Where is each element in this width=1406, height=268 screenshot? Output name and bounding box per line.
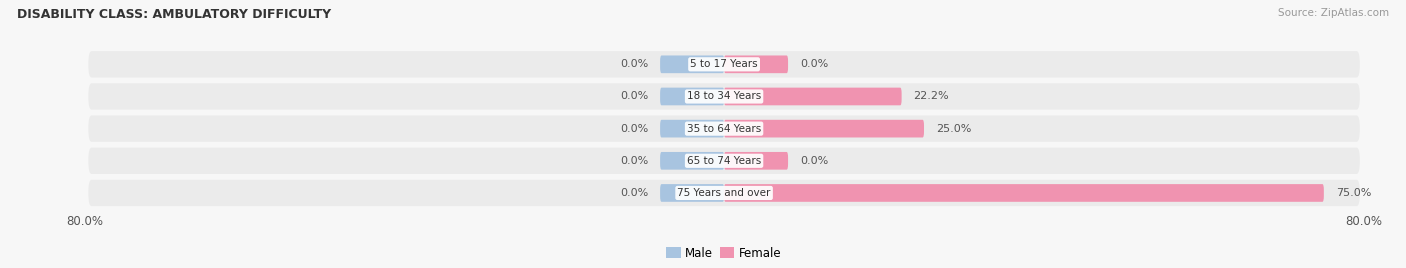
FancyBboxPatch shape xyxy=(661,88,724,105)
Text: 5 to 17 Years: 5 to 17 Years xyxy=(690,59,758,69)
Text: Source: ZipAtlas.com: Source: ZipAtlas.com xyxy=(1278,8,1389,18)
Legend: Male, Female: Male, Female xyxy=(662,242,786,264)
FancyBboxPatch shape xyxy=(724,120,924,137)
FancyBboxPatch shape xyxy=(661,184,724,202)
FancyBboxPatch shape xyxy=(724,88,901,105)
Text: 0.0%: 0.0% xyxy=(620,124,648,134)
FancyBboxPatch shape xyxy=(89,116,1360,142)
Text: 0.0%: 0.0% xyxy=(800,156,828,166)
FancyBboxPatch shape xyxy=(724,184,1324,202)
Text: 0.0%: 0.0% xyxy=(620,91,648,102)
FancyBboxPatch shape xyxy=(724,152,787,170)
FancyBboxPatch shape xyxy=(661,55,724,73)
Text: 18 to 34 Years: 18 to 34 Years xyxy=(688,91,761,102)
FancyBboxPatch shape xyxy=(89,83,1360,110)
Text: 35 to 64 Years: 35 to 64 Years xyxy=(688,124,761,134)
Text: 0.0%: 0.0% xyxy=(620,188,648,198)
Text: 65 to 74 Years: 65 to 74 Years xyxy=(688,156,761,166)
FancyBboxPatch shape xyxy=(661,120,724,137)
FancyBboxPatch shape xyxy=(724,55,787,73)
FancyBboxPatch shape xyxy=(661,152,724,170)
Text: 0.0%: 0.0% xyxy=(620,59,648,69)
Text: 0.0%: 0.0% xyxy=(800,59,828,69)
FancyBboxPatch shape xyxy=(89,51,1360,77)
Text: 75 Years and over: 75 Years and over xyxy=(678,188,770,198)
FancyBboxPatch shape xyxy=(89,180,1360,206)
Text: 0.0%: 0.0% xyxy=(620,156,648,166)
Text: DISABILITY CLASS: AMBULATORY DIFFICULTY: DISABILITY CLASS: AMBULATORY DIFFICULTY xyxy=(17,8,330,21)
Text: 22.2%: 22.2% xyxy=(914,91,949,102)
Text: 25.0%: 25.0% xyxy=(936,124,972,134)
Text: 75.0%: 75.0% xyxy=(1336,188,1371,198)
FancyBboxPatch shape xyxy=(89,148,1360,174)
